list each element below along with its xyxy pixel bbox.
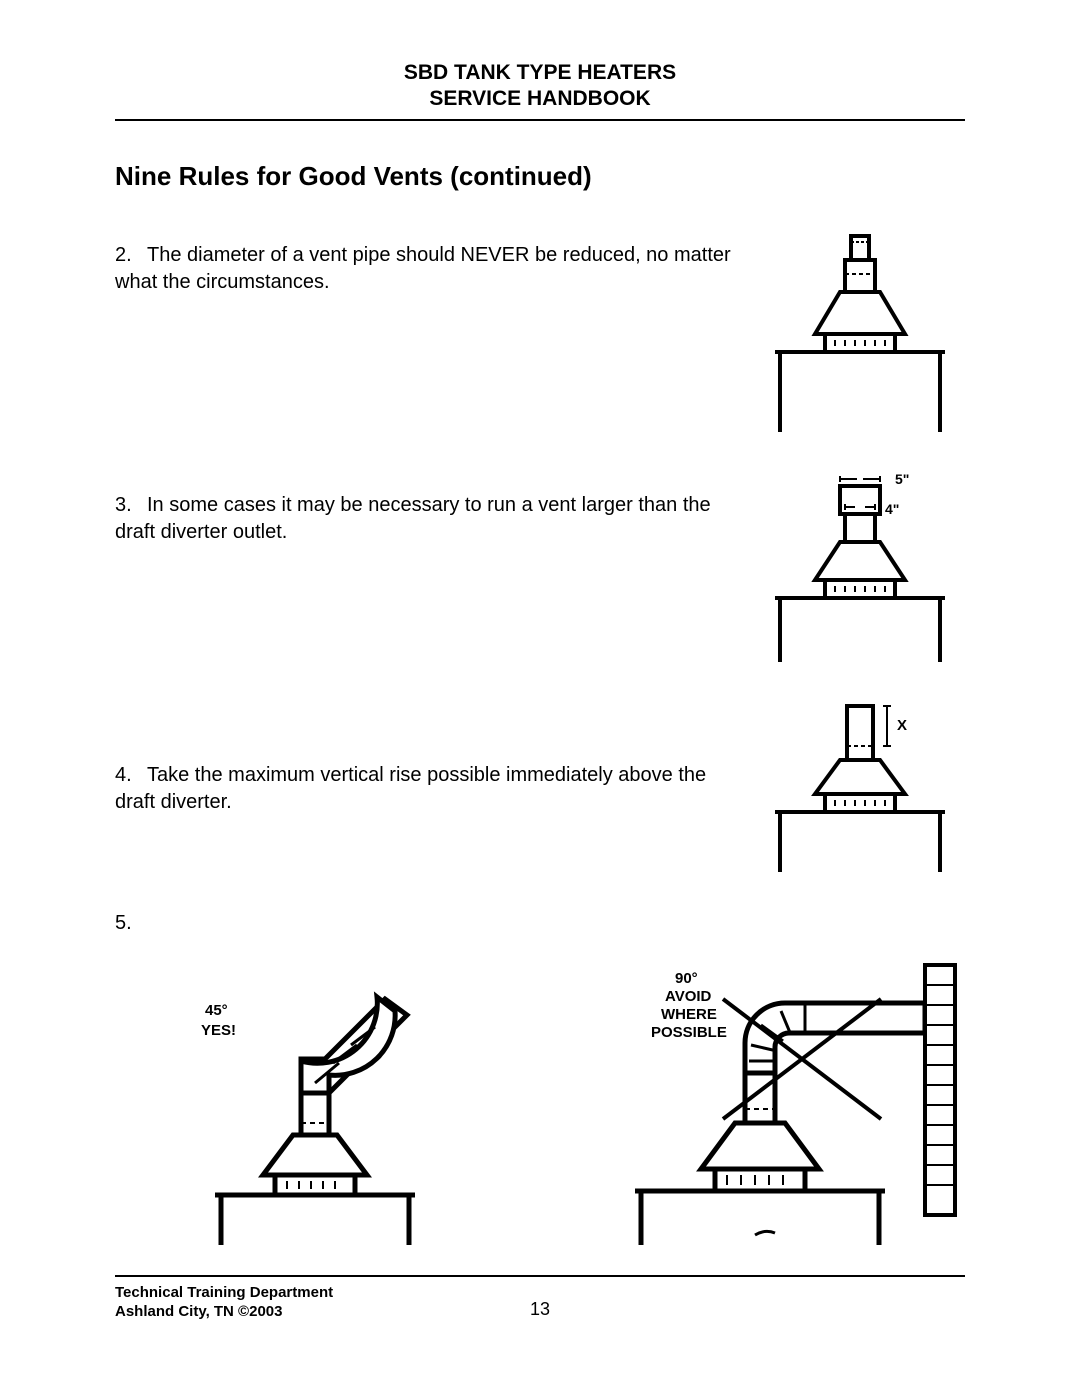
header-line-2: SERVICE HANDBOOK: [115, 86, 965, 112]
rule-3-figure: 5" 4": [755, 472, 965, 662]
footer-line-2: Ashland City, TN ©2003: [115, 1302, 530, 1322]
rule-2-body: The diameter of a vent pipe should NEVER…: [115, 244, 731, 293]
rule-2-row: 2.The diameter of a vent pipe should NEV…: [115, 222, 965, 432]
footer-page-number: 13: [530, 1299, 550, 1322]
rule-5-left-figure: 45° YES!: [155, 985, 455, 1245]
label-90-deg: 90°: [675, 970, 698, 987]
larger-vent-icon: 5" 4": [755, 472, 965, 662]
label-45-deg: 45°: [205, 1002, 228, 1019]
label-possible: POSSIBLE: [651, 1024, 727, 1041]
rule-4-row: 4.Take the maximum vertical rise possibl…: [115, 702, 965, 872]
rule-2-figure: [755, 222, 965, 432]
header-line-1: SBD TANK TYPE HEATERS: [115, 60, 965, 86]
vertical-rise-icon: X: [755, 702, 965, 872]
rule-4-figure: X: [755, 702, 965, 872]
label-5-inch: 5": [895, 472, 909, 487]
rule-2-number: 2.: [115, 242, 147, 269]
rule-3-text: 3.In some cases it may be necessary to r…: [115, 472, 755, 546]
label-avoid: AVOID: [665, 988, 712, 1005]
page: SBD TANK TYPE HEATERS SERVICE HANDBOOK N…: [0, 0, 1080, 1362]
elbow-90-icon: 90° AVOID WHERE POSSIBLE: [585, 945, 965, 1245]
label-4-inch: 4": [885, 501, 899, 517]
rule-4-body: Take the maximum vertical rise possible …: [115, 764, 706, 813]
page-header: SBD TANK TYPE HEATERS SERVICE HANDBOOK: [115, 60, 965, 121]
section-title: Nine Rules for Good Vents (continued): [115, 161, 965, 192]
rule-3-row: 3.In some cases it may be necessary to r…: [115, 472, 965, 662]
rule-5-row: 45° YES!: [115, 945, 965, 1245]
rule-5-right-figure: 90° AVOID WHERE POSSIBLE: [585, 945, 965, 1245]
footer-rule: [115, 1275, 965, 1277]
page-footer: Technical Training Department Ashland Ci…: [115, 1283, 965, 1322]
label-yes: YES!: [201, 1022, 236, 1039]
rule-4-text: 4.Take the maximum vertical rise possibl…: [115, 702, 755, 816]
elbow-45-icon: 45° YES!: [155, 985, 455, 1245]
label-where: WHERE: [661, 1006, 717, 1023]
rule-3-number: 3.: [115, 492, 147, 519]
footer-left: Technical Training Department Ashland Ci…: [115, 1283, 530, 1322]
rule-4-number: 4.: [115, 762, 147, 789]
diverter-vent-icon: [755, 222, 965, 432]
footer-line-1: Technical Training Department: [115, 1283, 530, 1303]
label-x: X: [897, 717, 907, 734]
rule-3-body: In some cases it may be necessary to run…: [115, 494, 711, 543]
rule-2-text: 2.The diameter of a vent pipe should NEV…: [115, 222, 755, 296]
rule-5-number: 5.: [115, 912, 965, 935]
